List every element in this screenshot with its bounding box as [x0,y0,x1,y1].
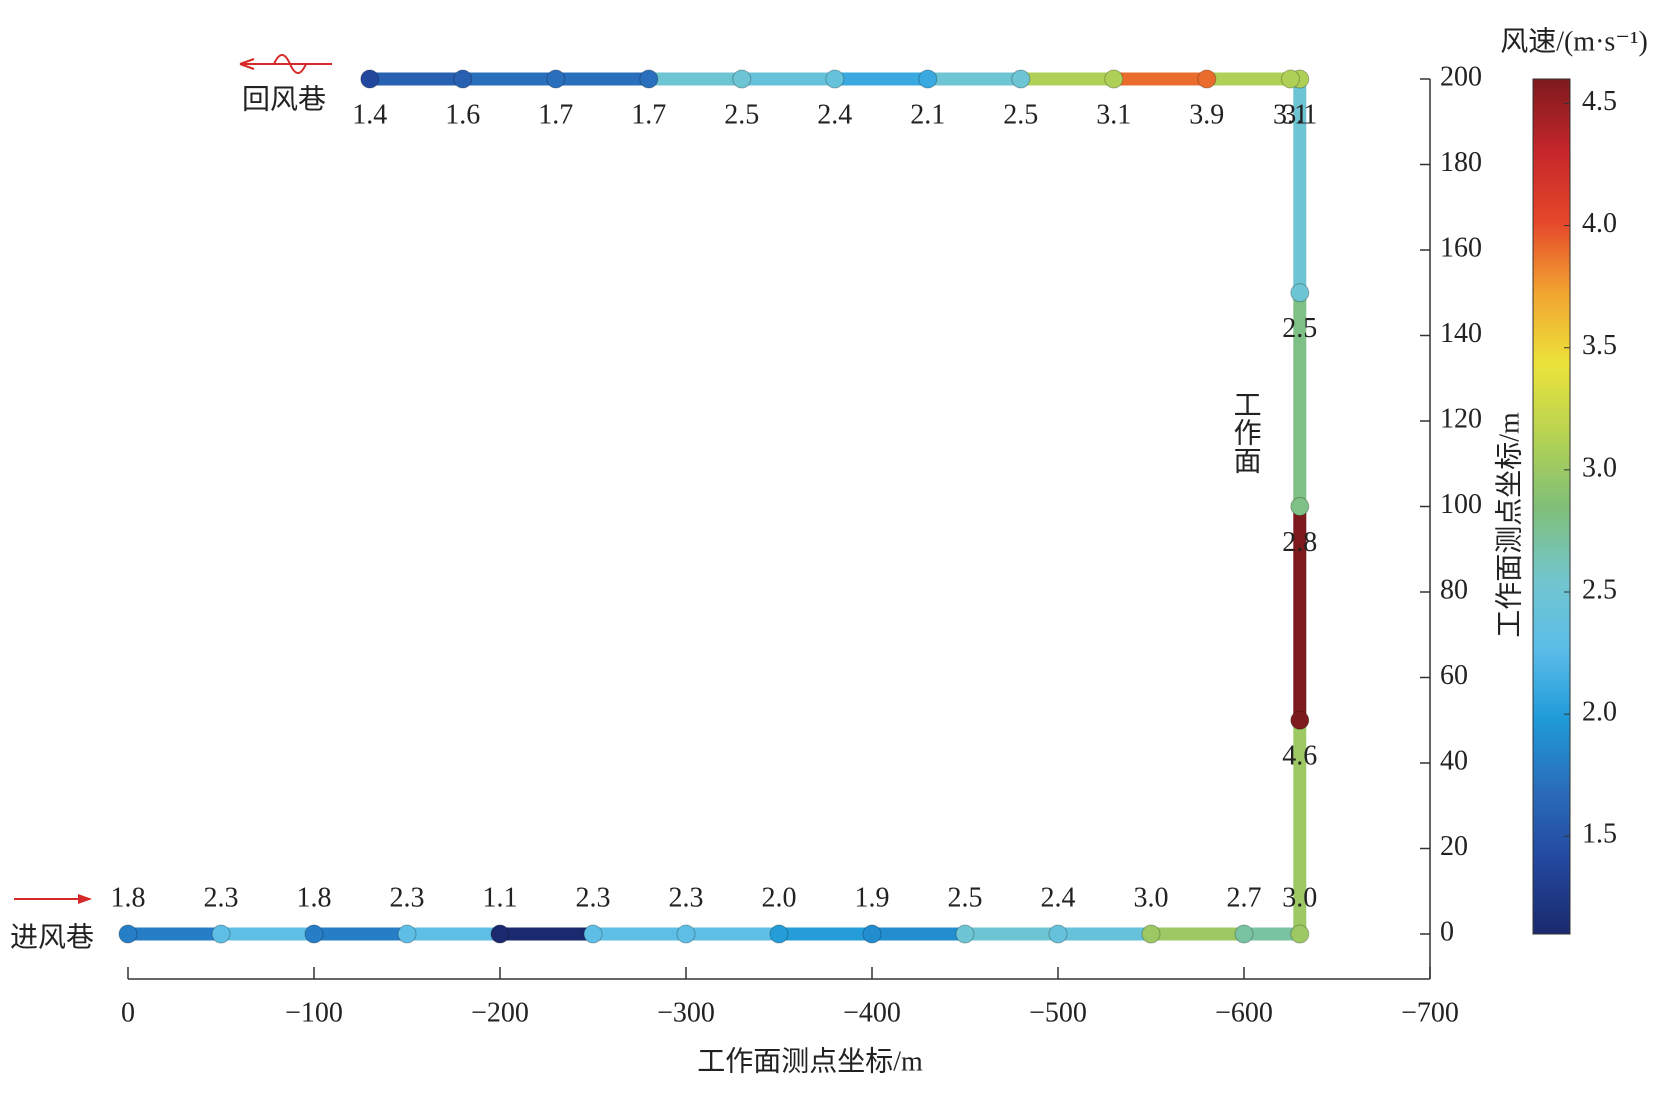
y-tick-label: 200 [1440,61,1482,92]
intake-arrow [14,894,92,904]
point [490,924,510,944]
y-tick-label: 0 [1440,916,1454,947]
point [769,924,789,944]
point [453,69,473,89]
colorbar-tick-label: 4.0 [1582,208,1617,239]
point [1290,283,1310,303]
value-label: 2.5 [1003,99,1038,130]
y-tick-label: 180 [1440,147,1482,178]
value-label: 3.1 [1273,99,1308,130]
value-label: 2.8 [1282,527,1317,558]
value-label: 2.5 [724,99,759,130]
y-tick-label: 140 [1440,318,1482,349]
point [118,924,138,944]
point [583,924,603,944]
y-tick-label: 80 [1440,574,1468,605]
value-label: 3.0 [1134,882,1169,913]
colorbar-tick-label: 4.5 [1582,86,1617,117]
value-label: 2.4 [1041,882,1076,913]
point [360,69,380,89]
value-label: 2.7 [1227,882,1262,913]
point [1011,69,1031,89]
x-tick-label: −200 [471,997,529,1028]
point [918,69,938,89]
colorbar [1532,78,1571,935]
point [1048,924,1068,944]
value-label: 3.9 [1189,99,1224,130]
x-tick-label: −500 [1029,997,1087,1028]
colorbar-tick-label: 3.0 [1582,452,1617,483]
value-label: 1.9 [855,882,890,913]
point [825,69,845,89]
value-label: 2.5 [948,882,983,913]
value-label: 2.1 [910,99,945,130]
value-label: 1.7 [538,99,573,130]
value-label: 1.1 [483,882,518,913]
y-tick-label: 60 [1440,660,1468,691]
y-axis-label: 工作面测点坐标/m [1493,412,1525,638]
annotation: 工作面 [1230,390,1261,474]
x-axis-label: 工作面测点坐标/m [697,1045,923,1077]
point [1281,69,1300,89]
annotation: 进风巷 [10,921,94,953]
value-label: 1.7 [631,99,666,130]
point [732,69,752,89]
value-label: 1.4 [352,99,387,130]
value-label: 2.3 [204,882,239,913]
point [1234,924,1254,944]
value-label: 1.8 [297,882,332,913]
point [304,924,324,944]
annotation: 回风巷 [242,83,326,115]
point [1290,497,1310,516]
value-label: 3.1 [1282,99,1317,130]
x-tick-label: −700 [1401,997,1459,1028]
value-label: 2.0 [762,882,797,913]
x-tick-label: −100 [285,997,343,1028]
point [955,924,975,944]
x-tick-label: −300 [657,997,715,1028]
value-label: 3.0 [1282,882,1317,913]
x-tick-label: −600 [1215,997,1273,1028]
point [1290,924,1310,944]
value-label: 2.5 [1282,313,1317,344]
value-label: 2.3 [576,882,611,913]
value-label: 3.1 [1096,99,1131,130]
point [397,924,417,944]
colorbar-label: 风速/(m·s⁻¹) [1500,26,1648,57]
y-tick-label: 40 [1440,745,1468,776]
point [862,924,882,944]
point [1141,924,1161,944]
x-tick-label: 0 [121,997,135,1028]
colorbar-tick-label: 2.5 [1582,574,1617,605]
point [1197,69,1217,89]
y-tick-label: 20 [1440,831,1468,862]
colorbar-tick-label: 1.5 [1582,819,1617,850]
point [676,924,696,944]
x-tick-label: −400 [843,997,901,1028]
point [211,924,231,944]
point [639,69,659,89]
colorbar-tick-label: 2.0 [1582,697,1617,728]
value-label: 1.8 [111,882,146,913]
y-tick-label: 100 [1440,489,1482,520]
point [1104,69,1124,89]
y-tick-label: 120 [1440,403,1482,434]
value-label: 2.3 [390,882,425,913]
value-label: 4.6 [1282,741,1317,772]
point [1290,710,1310,730]
value-label: 2.4 [817,99,852,130]
value-label: 1.6 [445,99,480,130]
return-arrow [239,54,332,74]
value-label: 2.3 [669,882,704,913]
point [546,69,566,89]
colorbar-tick-label: 3.5 [1582,330,1617,361]
y-tick-label: 160 [1440,232,1482,263]
